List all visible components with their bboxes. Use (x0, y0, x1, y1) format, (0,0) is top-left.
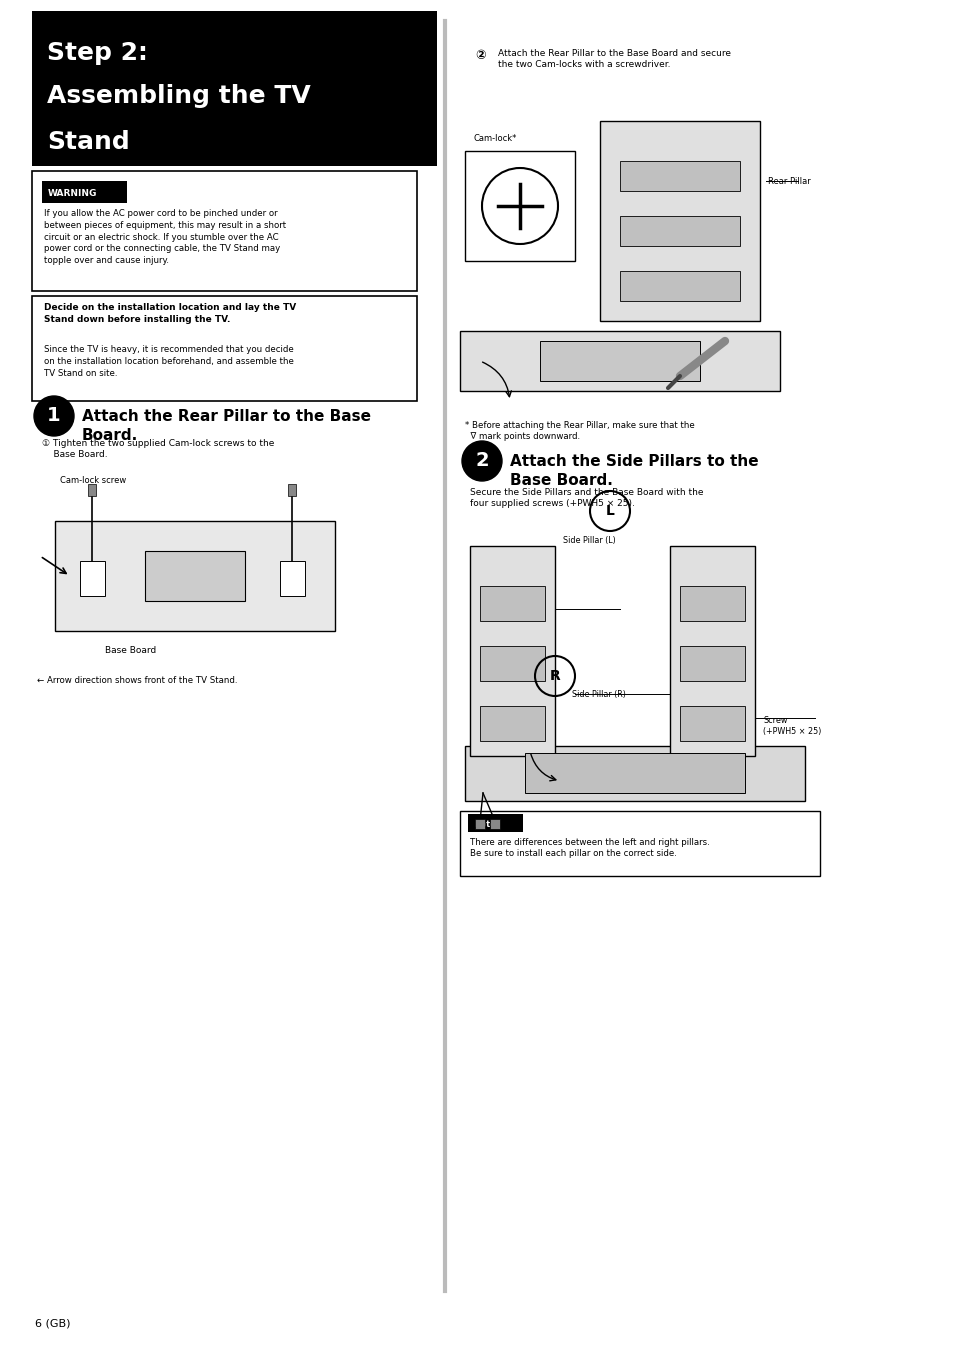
Text: Rear Pillar: Rear Pillar (767, 177, 810, 185)
Text: Stand: Stand (47, 130, 130, 154)
Text: 6 (GB): 6 (GB) (35, 1319, 71, 1329)
Text: ① Tighten the two supplied Cam-lock screws to the
    Base Board.: ① Tighten the two supplied Cam-lock scre… (42, 439, 274, 459)
Text: WARNING: WARNING (48, 189, 97, 199)
Bar (619, 216, 740, 246)
Text: R: R (549, 669, 559, 684)
Bar (619, 272, 740, 301)
Bar (679, 586, 744, 621)
Bar (475, 819, 484, 830)
Bar (459, 331, 780, 390)
Text: 1: 1 (47, 407, 61, 426)
Text: Attach the Rear Pillar to the Base Board and secure
the two Cam-locks with a scr: Attach the Rear Pillar to the Base Board… (497, 49, 730, 69)
Text: Since the TV is heavy, it is recommended that you decide
on the installation loc: Since the TV is heavy, it is recommended… (44, 345, 294, 377)
Text: Assembling the TV: Assembling the TV (47, 84, 311, 108)
Text: Attach the Side Pillars to the
Base Board.: Attach the Side Pillars to the Base Boar… (510, 454, 758, 488)
Text: * Before attaching the Rear Pillar, make sure that the
  ∇ mark points downward.: * Before attaching the Rear Pillar, make… (464, 422, 694, 442)
Text: Secure the Side Pillars and the Base Board with the
four supplied screws (+PWH5 : Secure the Side Pillars and the Base Boa… (470, 488, 702, 508)
Bar (479, 707, 544, 740)
Bar (459, 811, 820, 875)
Text: Step 2:: Step 2: (47, 41, 148, 65)
Circle shape (34, 396, 74, 436)
Bar (669, 546, 754, 757)
Bar (619, 161, 740, 190)
Bar (145, 551, 245, 601)
Text: Base Board: Base Board (105, 646, 156, 655)
Text: ← Arrow direction shows front of the TV Stand.: ← Arrow direction shows front of the TV … (37, 676, 237, 685)
Text: L: L (605, 504, 614, 517)
Bar (599, 122, 760, 322)
Bar (280, 561, 305, 596)
Bar (479, 586, 544, 621)
Text: Side Pillar (L): Side Pillar (L) (562, 536, 615, 546)
Text: Screw
(+PWH5 × 25): Screw (+PWH5 × 25) (762, 716, 821, 736)
Bar (539, 340, 700, 381)
Bar (288, 484, 295, 496)
Bar (42, 181, 127, 203)
Bar (32, 11, 436, 166)
Bar (88, 484, 96, 496)
Text: If you allow the AC power cord to be pinched under or
between pieces of equipmen: If you allow the AC power cord to be pin… (44, 209, 286, 265)
Bar (80, 561, 105, 596)
Text: ②: ② (475, 49, 485, 62)
Text: Note: Note (474, 820, 495, 830)
Bar (468, 815, 522, 832)
Bar (32, 172, 416, 290)
Bar (524, 753, 744, 793)
Text: There are differences between the left and right pillars.
Be sure to install eac: There are differences between the left a… (470, 838, 709, 858)
Text: Cam-lock*: Cam-lock* (473, 134, 516, 143)
Text: 2: 2 (475, 451, 488, 470)
Bar (490, 819, 499, 830)
Circle shape (461, 440, 501, 481)
Text: Decide on the installation location and lay the TV
Stand down before installing : Decide on the installation location and … (44, 303, 296, 324)
Text: Cam-lock screw: Cam-lock screw (60, 476, 126, 485)
Bar (32, 296, 416, 401)
Text: Attach the Rear Pillar to the Base
Board.: Attach the Rear Pillar to the Base Board… (82, 409, 371, 443)
Bar (679, 646, 744, 681)
Bar (464, 746, 804, 801)
Bar (464, 151, 575, 261)
Bar (470, 546, 555, 757)
Bar (479, 646, 544, 681)
Text: Side Pillar (R): Side Pillar (R) (572, 689, 625, 698)
Bar (55, 521, 335, 631)
Bar (679, 707, 744, 740)
